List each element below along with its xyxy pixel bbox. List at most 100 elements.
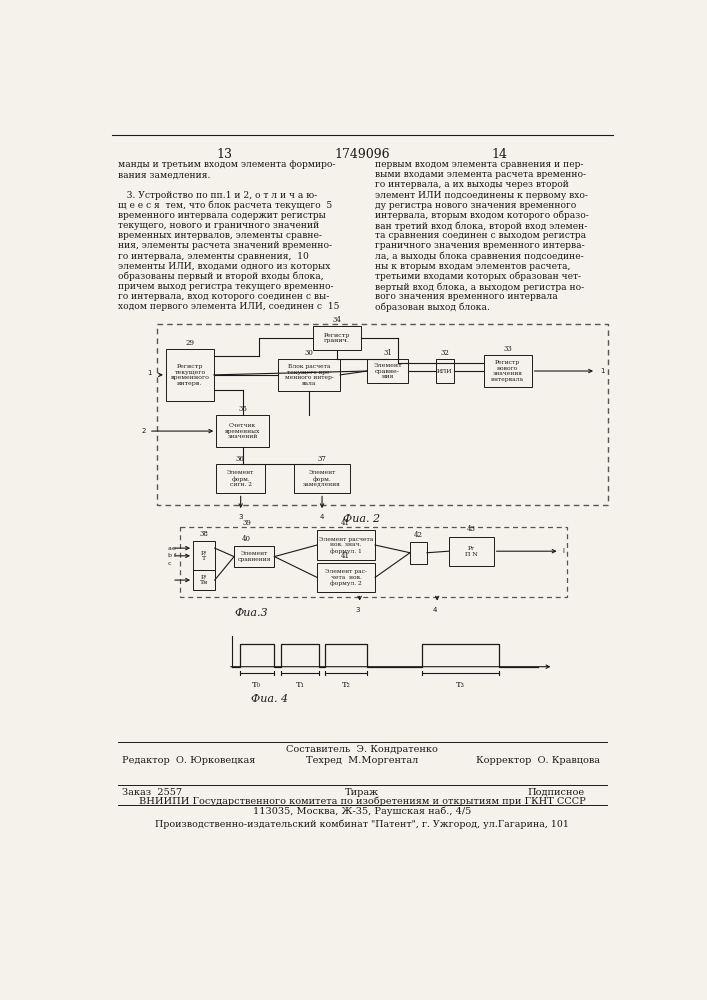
Text: 36: 36 bbox=[236, 455, 245, 463]
Text: выми входами элемента расчета временно-: выми входами элемента расчета временно- bbox=[375, 170, 586, 179]
Text: Регистр
гранич.: Регистр гранич. bbox=[324, 333, 351, 343]
Bar bbox=[216, 464, 265, 493]
Text: 41: 41 bbox=[341, 552, 350, 560]
Text: щ е е с я  тем, что блок расчета текущего  5: щ е е с я тем, что блок расчета текущего… bbox=[118, 201, 332, 210]
Text: 39: 39 bbox=[242, 519, 251, 527]
Text: 3. Устройство по пп.1 и 2, о т л и ч а ю-: 3. Устройство по пп.1 и 2, о т л и ч а ю… bbox=[118, 191, 317, 200]
Text: интервала, вторым входом которого образо-: интервала, вторым входом которого образо… bbox=[375, 211, 589, 220]
Text: 13: 13 bbox=[217, 148, 233, 161]
Text: элементы ИЛИ, входами одного из которых: элементы ИЛИ, входами одного из которых bbox=[118, 262, 330, 271]
Bar bbox=[193, 541, 215, 570]
Bar bbox=[449, 537, 493, 566]
Text: f: f bbox=[174, 553, 176, 558]
Text: Счетчик
временных
значений: Счетчик временных значений bbox=[225, 423, 260, 439]
Text: образованы первый и второй входы блока,: образованы первый и второй входы блока, bbox=[118, 272, 323, 281]
Text: 3: 3 bbox=[355, 607, 360, 613]
Text: первым входом элемента сравнения и пер-: первым входом элемента сравнения и пер- bbox=[375, 160, 583, 169]
Text: Фиа.3: Фиа.3 bbox=[234, 608, 268, 618]
Text: Рг
П N: Рг П N bbox=[464, 546, 478, 556]
Text: ИЛИ: ИЛИ bbox=[437, 369, 452, 374]
Text: го интервала, а их выходы через второй: го интервала, а их выходы через второй bbox=[375, 180, 569, 189]
Text: вого значения временного интервала: вого значения временного интервала bbox=[375, 292, 558, 301]
Text: 4: 4 bbox=[320, 514, 325, 520]
Bar bbox=[180, 527, 567, 597]
Text: Регистр
текущего
временного
интерв.: Регистр текущего временного интерв. bbox=[170, 364, 209, 386]
Text: Элемент
сравнения: Элемент сравнения bbox=[238, 551, 271, 562]
Text: Производственно-издательский комбинат "Патент", г. Ужгород, ул.Гагарина, 101: Производственно-издательский комбинат "П… bbox=[155, 819, 569, 829]
Bar bbox=[166, 349, 214, 401]
Text: 32: 32 bbox=[440, 349, 450, 357]
Text: Элемент
форм.
сигн. 2: Элемент форм. сигн. 2 bbox=[227, 470, 255, 487]
Text: ВНИИПИ Государственного комитета по изобретениям и открытиям при ГКНТ СССР: ВНИИПИ Государственного комитета по изоб… bbox=[139, 797, 585, 806]
Text: Фиа. 2: Фиа. 2 bbox=[344, 514, 380, 524]
Text: временного интервала содержит регистры: временного интервала содержит регистры bbox=[118, 211, 326, 220]
Text: Заказ  2557: Заказ 2557 bbox=[122, 788, 182, 797]
Text: 14: 14 bbox=[491, 148, 507, 161]
Text: e: e bbox=[172, 546, 176, 551]
Text: 42: 42 bbox=[414, 531, 423, 539]
Bar bbox=[317, 563, 375, 592]
Text: 1749096: 1749096 bbox=[334, 148, 390, 161]
Text: Тираж: Тираж bbox=[345, 788, 379, 797]
Text: Элемент
форм.
замедления: Элемент форм. замедления bbox=[303, 470, 341, 487]
Bar bbox=[279, 359, 340, 391]
Text: 2: 2 bbox=[141, 428, 146, 434]
Text: T₁: T₁ bbox=[296, 681, 305, 689]
Text: Редактор  О. Юрковецкая: Редактор О. Юрковецкая bbox=[122, 756, 256, 765]
Text: 3: 3 bbox=[238, 514, 243, 520]
Text: Элемент расчета
нов. знач.
формул. 1: Элемент расчета нов. знач. формул. 1 bbox=[319, 537, 373, 554]
Bar bbox=[368, 359, 408, 383]
Bar bbox=[410, 542, 427, 564]
Text: го интервала, элементы сравнения,  10: го интервала, элементы сравнения, 10 bbox=[118, 252, 309, 261]
Text: 43: 43 bbox=[467, 525, 476, 533]
Text: вания замедления.: вания замедления. bbox=[118, 170, 210, 179]
Text: Р/
Т: Р/ Т bbox=[201, 551, 207, 561]
Text: b: b bbox=[168, 553, 171, 558]
Text: ходом первого элемента ИЛИ, соединен с  15: ходом первого элемента ИЛИ, соединен с 1… bbox=[118, 302, 339, 311]
Bar bbox=[193, 570, 215, 590]
Text: ны к вторым входам элементов расчета,: ны к вторым входам элементов расчета, bbox=[375, 262, 571, 271]
Text: элемент ИЛИ подсоединены к первому вхо-: элемент ИЛИ подсоединены к первому вхо- bbox=[375, 191, 588, 200]
Text: a: a bbox=[168, 546, 171, 551]
Bar bbox=[484, 355, 532, 387]
Text: манды и третьим входом элемента формиро-: манды и третьим входом элемента формиро- bbox=[118, 160, 335, 169]
Text: 29: 29 bbox=[185, 339, 194, 347]
Text: Элемент рас-
чета  нов.
формул. 2: Элемент рас- чета нов. формул. 2 bbox=[325, 569, 367, 586]
Text: Элемент
сравне-
ния: Элемент сравне- ния bbox=[373, 363, 402, 379]
Text: Р/
Тн: Р/ Тн bbox=[199, 575, 208, 585]
Text: 34: 34 bbox=[333, 316, 341, 324]
Text: 38: 38 bbox=[199, 530, 209, 538]
Text: причем выход регистра текущего временно-: причем выход регистра текущего временно- bbox=[118, 282, 334, 291]
Text: 30: 30 bbox=[305, 349, 314, 357]
Text: ла, а выходы блока сравнения подсоедине-: ла, а выходы блока сравнения подсоедине- bbox=[375, 252, 584, 261]
Text: граничного значения временного интерва-: граничного значения временного интерва- bbox=[375, 241, 585, 250]
Bar bbox=[436, 359, 454, 383]
Text: ван третий вход блока, второй вход элемен-: ван третий вход блока, второй вход элеме… bbox=[375, 221, 588, 231]
Text: образован выход блока.: образован выход блока. bbox=[375, 302, 490, 312]
Text: 41: 41 bbox=[341, 519, 350, 527]
Text: ду регистра нового значения временного: ду регистра нового значения временного bbox=[375, 201, 576, 210]
Bar bbox=[216, 415, 269, 447]
Text: 40: 40 bbox=[242, 535, 251, 543]
Bar bbox=[234, 546, 274, 567]
Text: 37: 37 bbox=[317, 455, 326, 463]
Text: го интервала, вход которого соединен с вы-: го интервала, вход которого соединен с в… bbox=[118, 292, 329, 301]
Text: Техред  М.Моргентал: Техред М.Моргентал bbox=[306, 756, 418, 765]
Text: 1: 1 bbox=[600, 368, 604, 374]
Text: вертый вход блока, а выходом регистра но-: вертый вход блока, а выходом регистра но… bbox=[375, 282, 585, 292]
Text: Блок расчета
текущего вре-
менного интер-
вала: Блок расчета текущего вре- менного интер… bbox=[285, 364, 334, 386]
Text: Фиа. 4: Фиа. 4 bbox=[251, 694, 288, 704]
Text: 4: 4 bbox=[433, 607, 437, 613]
Text: T₃: T₃ bbox=[456, 681, 464, 689]
Text: Корректор  О. Кравцова: Корректор О. Кравцова bbox=[476, 756, 600, 765]
Text: Подписное: Подписное bbox=[527, 788, 585, 797]
Text: временных интервалов, элементы сравне-: временных интервалов, элементы сравне- bbox=[118, 231, 322, 240]
Text: текущего, нового и граничного значений: текущего, нового и граничного значений bbox=[118, 221, 319, 230]
Text: T₀: T₀ bbox=[252, 681, 262, 689]
Text: 1: 1 bbox=[148, 370, 152, 376]
Text: l: l bbox=[563, 548, 565, 554]
Text: c: c bbox=[168, 561, 171, 566]
Text: 33: 33 bbox=[503, 345, 512, 353]
Text: Составитель  Э. Кондратенко: Составитель Э. Кондратенко bbox=[286, 745, 438, 754]
Text: T₂: T₂ bbox=[341, 681, 351, 689]
